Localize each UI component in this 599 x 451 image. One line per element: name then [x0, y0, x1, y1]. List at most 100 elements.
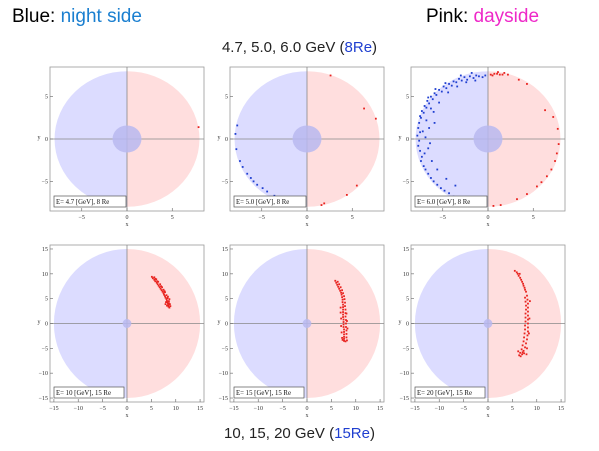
energy-label-box — [53, 386, 125, 399]
night-point — [432, 110, 435, 113]
y-tick-label: −5 — [222, 346, 228, 352]
night-point — [427, 172, 430, 175]
night-point — [430, 160, 433, 162]
dayside-point — [166, 304, 168, 307]
night-point — [417, 127, 420, 129]
dayside-point — [344, 340, 347, 343]
dayside-legend-value: dayside — [473, 6, 540, 27]
dayside-point — [168, 298, 171, 301]
dayside-point — [363, 107, 365, 110]
night-point — [429, 142, 431, 145]
night-point — [463, 76, 466, 79]
earth-marker — [473, 125, 503, 153]
y-tick-label: 15 — [403, 247, 409, 253]
dayside-point — [339, 286, 342, 289]
x-tick-label: −5 — [460, 406, 466, 412]
dayside-point — [527, 326, 529, 329]
y-tick-label: −15 — [39, 396, 48, 402]
dayside-point — [162, 288, 165, 291]
dayside-point — [516, 198, 518, 201]
x-tick-label: 0 — [306, 215, 309, 221]
dayside-point — [155, 278, 158, 281]
y-axis-label: y — [38, 135, 41, 141]
dayside-point — [544, 109, 546, 112]
night-point — [424, 136, 427, 139]
dayside-point — [491, 74, 494, 77]
dayside-point — [163, 290, 166, 293]
dayside-point — [345, 336, 348, 339]
dayside-point — [156, 283, 159, 286]
dayside-point — [523, 332, 526, 335]
dayside-point — [496, 72, 498, 75]
dayside-point — [161, 290, 164, 293]
panel-10-gev: −15 −10 −5 0 5 10 15 −15 −10 −5 0 5 10 15 x y E= 10 [GeV… — [38, 244, 205, 419]
energy-label-box — [414, 386, 486, 399]
y-axis-label: y — [218, 135, 221, 141]
dayside-point — [524, 320, 527, 323]
dayside-point — [166, 299, 168, 302]
night-point — [445, 177, 448, 180]
night-point — [430, 107, 432, 110]
night-point — [458, 77, 460, 80]
dayside-point — [343, 336, 345, 338]
dayside-point — [524, 328, 526, 331]
night-point — [474, 79, 477, 82]
energy-label-box — [414, 195, 488, 208]
dayside-point — [529, 300, 531, 303]
x-tick-label: −10 — [254, 406, 263, 412]
x-axis-label: x — [306, 413, 309, 419]
y-tick-label: 5 — [406, 297, 409, 303]
dayside-point — [374, 117, 377, 120]
night-point — [460, 79, 463, 82]
dayside-point — [525, 304, 527, 307]
dayside-point — [166, 301, 169, 304]
y-tick-label: 5 — [45, 95, 48, 101]
x-tick-label: −5 — [279, 406, 285, 412]
energy-label: E= 4.7 [GeV], 8 Re — [56, 199, 109, 206]
x-tick-label: −5 — [259, 215, 265, 221]
dayside-point — [344, 308, 347, 311]
night-point — [444, 82, 447, 84]
dayside-point — [340, 293, 343, 296]
dayside-point — [520, 278, 523, 281]
x-tick-label: 10 — [353, 406, 359, 412]
dayside-point — [492, 205, 495, 207]
y-tick-label: −5 — [42, 346, 48, 352]
dayside-point — [519, 351, 522, 354]
x-tick-label: 10 — [173, 406, 179, 412]
energy-label: E= 10 [GeV], 15 Re — [56, 390, 111, 397]
y-tick-label: 5 — [225, 95, 228, 101]
dayside-point — [346, 339, 348, 342]
x-tick-label: 0 — [126, 215, 129, 221]
dayside-point — [342, 323, 345, 326]
night-point — [430, 177, 432, 179]
dayside-point — [168, 302, 170, 305]
dayside-point — [342, 313, 344, 316]
x-axis-label: x — [487, 222, 490, 228]
night-point — [422, 111, 425, 114]
dayside-point — [526, 83, 528, 85]
y-axis-label: y — [399, 320, 402, 326]
night-point — [432, 180, 435, 183]
x-tick-label: 0 — [306, 406, 309, 412]
dayside-point — [167, 304, 170, 307]
dayside-point — [343, 331, 345, 333]
dayside-point — [343, 328, 345, 331]
dayside-point — [150, 275, 153, 278]
night-point — [465, 81, 468, 84]
dayside-point — [527, 314, 529, 317]
earth-marker — [302, 319, 312, 328]
night-side-legend-key: Blue: — [12, 6, 56, 27]
dayside-point — [338, 283, 341, 286]
night-point — [239, 160, 241, 162]
x-tick-label: 15 — [377, 406, 383, 412]
night-point — [475, 74, 478, 77]
dayside-point — [518, 272, 521, 275]
y-tick-label: 5 — [45, 297, 48, 303]
dayside-point — [343, 338, 345, 340]
dayside-point — [345, 333, 348, 335]
x-axis-label: x — [126, 222, 129, 228]
top-row-caption-re: 8Re — [344, 39, 373, 56]
x-tick-label: 0 — [126, 406, 129, 412]
x-axis-label: x — [306, 222, 309, 228]
